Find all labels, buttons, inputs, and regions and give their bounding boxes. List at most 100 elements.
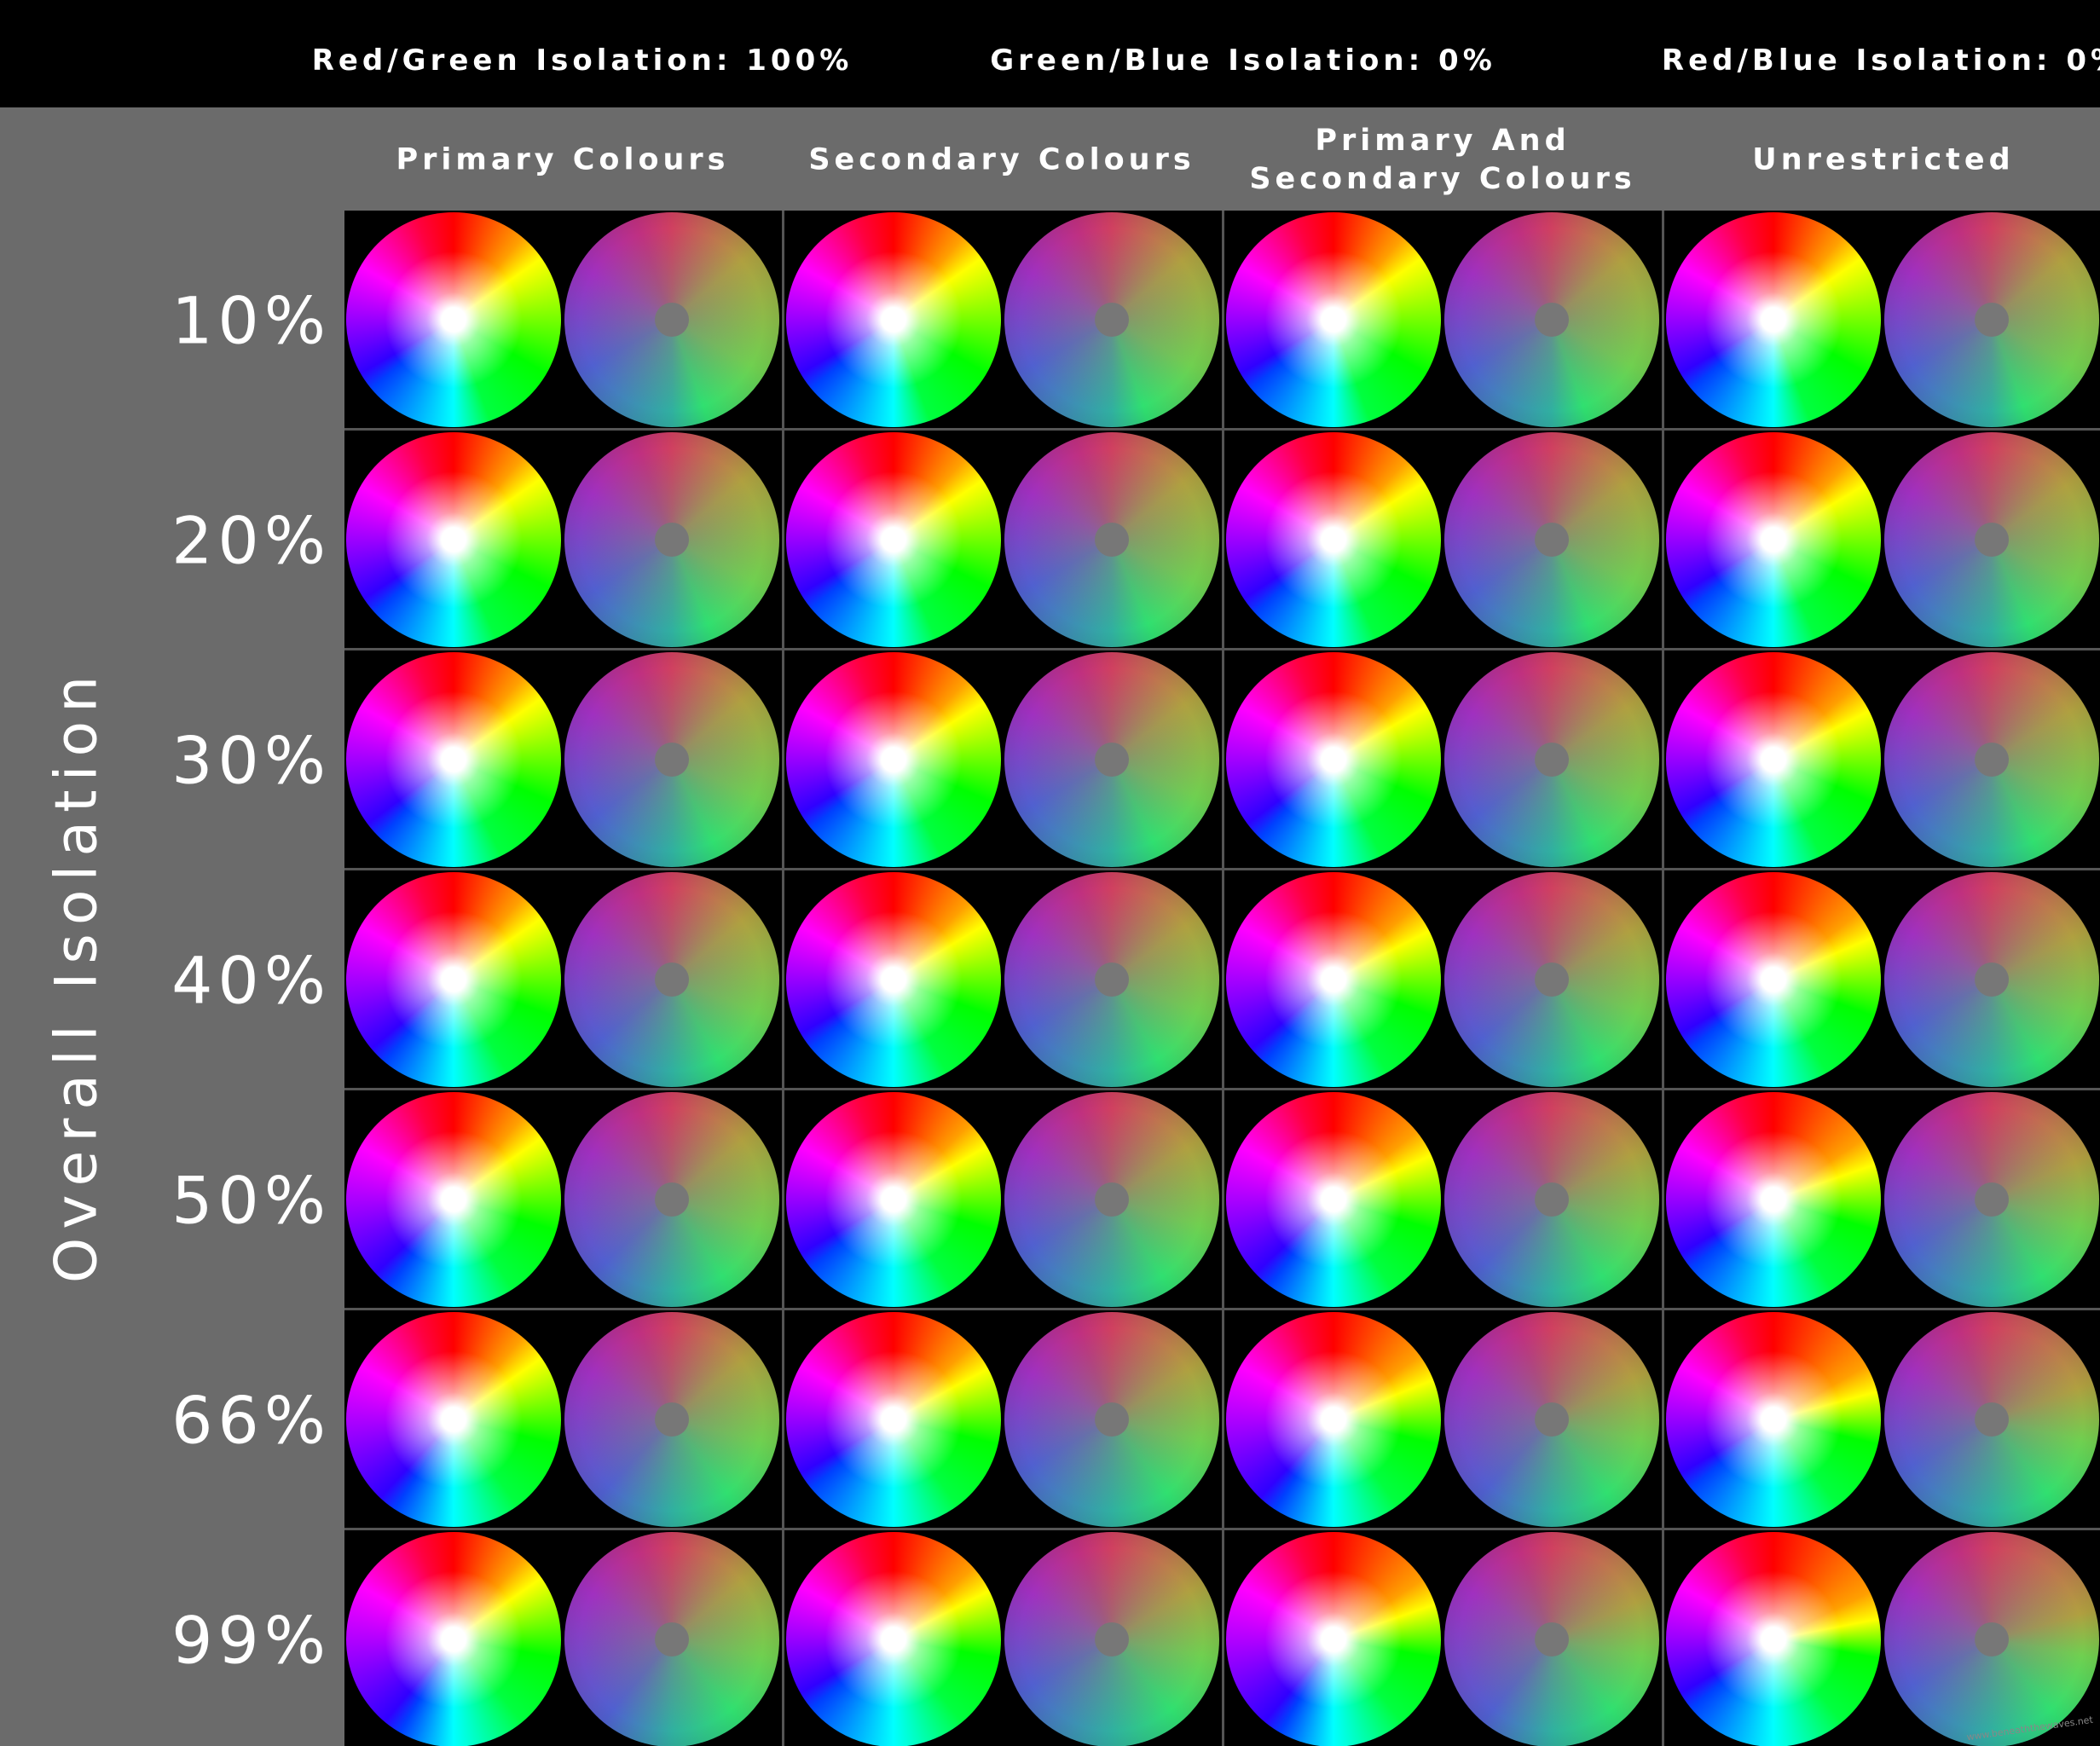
wheel-cell: [784, 1530, 1222, 1746]
center-dot: [1975, 523, 2009, 557]
wheel-grid: [344, 211, 2100, 1746]
wheel-cell: [344, 650, 782, 868]
color-wheel: [1666, 1532, 1881, 1746]
column-header: Primary Colours: [396, 142, 729, 180]
center-dot: [1535, 303, 1569, 337]
center-dot: [1095, 743, 1129, 777]
isolated-wheel: [1884, 1092, 2099, 1307]
color-wheel: [1226, 1312, 1441, 1527]
center-dot: [1095, 1622, 1129, 1656]
row-label: 30%: [171, 722, 331, 799]
isolated-wheel: [1444, 872, 1659, 1087]
isolated-wheel: [1004, 1312, 1219, 1527]
isolated-wheel: [1884, 872, 2099, 1087]
color-wheel: [1666, 432, 1881, 647]
color-wheel: [786, 1532, 1001, 1746]
center-dot: [1095, 963, 1129, 997]
center-dot: [1095, 1182, 1129, 1217]
isolated-wheel: [564, 1312, 779, 1527]
color-wheel: [1666, 212, 1881, 427]
column-header-line: Secondary Colours: [1249, 162, 1636, 196]
column-header-line: Primary And: [1315, 124, 1571, 158]
wheel-cell: [1664, 1090, 2100, 1308]
column-header: Primary And Secondary Colours: [1249, 122, 1635, 199]
wheel-cell: [344, 1090, 782, 1308]
row-label: 66%: [171, 1382, 331, 1459]
center-dot: [655, 303, 689, 337]
color-wheel: [346, 1092, 561, 1307]
center-dot: [1975, 1182, 2009, 1217]
isolated-wheel: [564, 432, 779, 647]
color-wheel: [346, 212, 561, 427]
isolated-wheel: [564, 1092, 779, 1307]
isolated-wheel: [1884, 652, 2099, 867]
center-dot: [655, 743, 689, 777]
center-dot: [1095, 303, 1129, 337]
column-header-line: Unrestricted: [1752, 142, 2015, 177]
color-wheel: [346, 872, 561, 1087]
center-dot: [1535, 523, 1569, 557]
wheel-cell: [1224, 1090, 1662, 1308]
isolated-wheel: [1004, 1092, 1219, 1307]
color-wheel: [1666, 652, 1881, 867]
color-wheel: [1226, 432, 1441, 647]
center-dot: [1975, 1622, 2009, 1656]
row-label: 20%: [171, 502, 331, 579]
isolated-wheel: [1884, 1312, 2099, 1527]
color-wheel: [1226, 1092, 1441, 1307]
color-wheel: [1226, 872, 1441, 1087]
wheel-cell: [1664, 211, 2100, 428]
column-header-line: Secondary Colours: [808, 142, 1195, 177]
color-wheel: [786, 652, 1001, 867]
color-wheel: [786, 432, 1001, 647]
wheel-cell: [1664, 650, 2100, 868]
color-wheel: [1226, 652, 1441, 867]
isolated-wheel: [1444, 212, 1659, 427]
wheel-cell: [344, 431, 782, 648]
center-dot: [1975, 303, 2009, 337]
color-wheel: [786, 212, 1001, 427]
wheel-cell: [784, 1090, 1222, 1308]
isolated-wheel: [1004, 1532, 1219, 1746]
wheel-cell: [784, 211, 1222, 428]
isolated-wheel: [564, 652, 779, 867]
isolated-wheel: [564, 212, 779, 427]
column-header: Unrestricted: [1752, 142, 2014, 180]
color-wheel: [786, 872, 1001, 1087]
wheel-cell: [784, 650, 1222, 868]
isolated-wheel: [1884, 212, 2099, 427]
center-dot: [655, 1622, 689, 1656]
center-dot: [1975, 1402, 2009, 1437]
wheel-cell: [344, 1310, 782, 1528]
center-dot: [1535, 1402, 1569, 1437]
wheel-cell: [344, 211, 782, 428]
isolated-wheel: [1004, 652, 1219, 867]
center-dot: [655, 1182, 689, 1217]
color-wheel: [346, 652, 561, 867]
color-wheel: [786, 1312, 1001, 1527]
wheel-cell: [344, 1530, 782, 1746]
isolation-label: Red/Blue Isolation: 0%: [1661, 43, 2100, 78]
wheel-cell: [1224, 650, 1662, 868]
color-wheel: [346, 1312, 561, 1527]
column-header: Secondary Colours: [808, 142, 1195, 180]
center-dot: [1975, 743, 2009, 777]
isolated-wheel: [1444, 1312, 1659, 1527]
color-wheel: [346, 1532, 561, 1746]
column-header-line: Primary Colours: [396, 142, 730, 177]
isolation-label: Green/Blue Isolation: 0%: [990, 43, 1496, 78]
color-wheel: [1226, 1532, 1441, 1746]
center-dot: [655, 523, 689, 557]
center-dot: [1095, 1402, 1129, 1437]
wheel-cell: [1224, 211, 1662, 428]
center-dot: [1535, 743, 1569, 777]
isolated-wheel: [1444, 1092, 1659, 1307]
isolated-wheel: [1444, 432, 1659, 647]
color-wheel: [1666, 872, 1881, 1087]
wheel-cell: [1664, 431, 2100, 648]
color-wheel: [1226, 212, 1441, 427]
wheel-cell: [1664, 1310, 2100, 1528]
isolated-wheel: [1004, 872, 1219, 1087]
isolated-wheel: [564, 1532, 779, 1746]
wheel-cell: [784, 870, 1222, 1088]
